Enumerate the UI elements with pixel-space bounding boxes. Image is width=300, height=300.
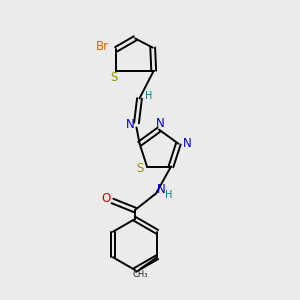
Text: N: N	[126, 118, 135, 131]
Text: N: N	[156, 116, 165, 130]
Text: N: N	[157, 183, 166, 196]
Text: N: N	[182, 136, 191, 150]
Text: CH₃: CH₃	[133, 270, 148, 279]
Text: S: S	[110, 71, 118, 84]
Text: S: S	[137, 161, 144, 175]
Text: H: H	[146, 91, 153, 101]
Text: Br: Br	[96, 40, 110, 53]
Text: H: H	[165, 190, 172, 200]
Text: O: O	[102, 191, 111, 205]
